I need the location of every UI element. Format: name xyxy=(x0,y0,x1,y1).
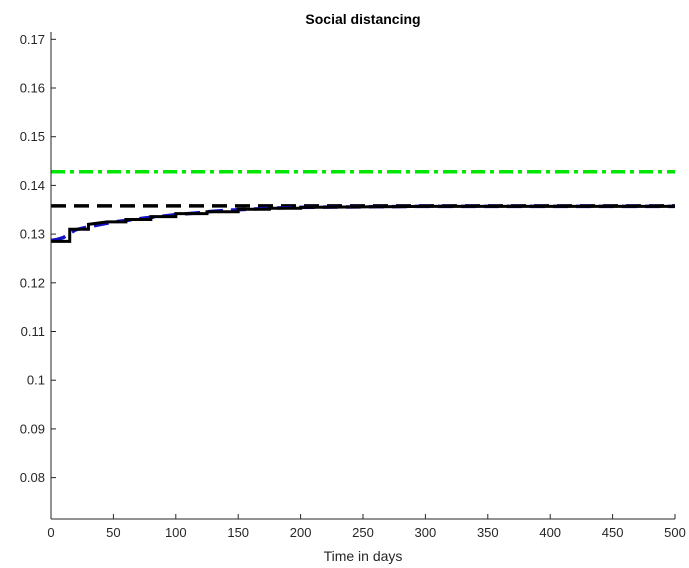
x-tick-label: 500 xyxy=(664,525,686,540)
x-axis-label: Time in days xyxy=(324,548,403,564)
x-tick-label: 100 xyxy=(165,525,187,540)
x-tick-label: 200 xyxy=(290,525,312,540)
series-line-3 xyxy=(50,204,675,243)
chart-title: Social distancing xyxy=(305,11,420,27)
x-tick-label: 450 xyxy=(602,525,624,540)
y-tick-label: 0.11 xyxy=(21,324,45,339)
x-tick-label: 0 xyxy=(47,525,54,540)
series-line-4 xyxy=(51,204,675,243)
x-tick-label: 50 xyxy=(106,525,120,540)
y-tick-label: 0.09 xyxy=(20,421,45,436)
x-tick-label: 150 xyxy=(227,525,249,540)
y-tick-label: 0.08 xyxy=(20,470,45,485)
x-tick-label: 350 xyxy=(477,525,499,540)
x-tick-label: 400 xyxy=(539,525,561,540)
axes-layer: 0 50 100 150 200 250 300 350 400 450 500 0.08 0.09 0.… xyxy=(20,32,686,540)
x-tick-label: 250 xyxy=(352,525,374,540)
y-tick-label: 0.16 xyxy=(20,81,45,96)
y-tick-label: 0.15 xyxy=(20,129,45,144)
y-tick-label: 0.14 xyxy=(20,178,45,193)
series-layer xyxy=(50,170,675,243)
y-tick-label: 0.17 xyxy=(20,32,45,47)
x-tick-label: 300 xyxy=(415,525,437,540)
y-tick-label: 0.13 xyxy=(20,227,45,242)
y-tick-label: 0.12 xyxy=(20,275,45,290)
y-tick-label: 0.1 xyxy=(27,373,45,388)
